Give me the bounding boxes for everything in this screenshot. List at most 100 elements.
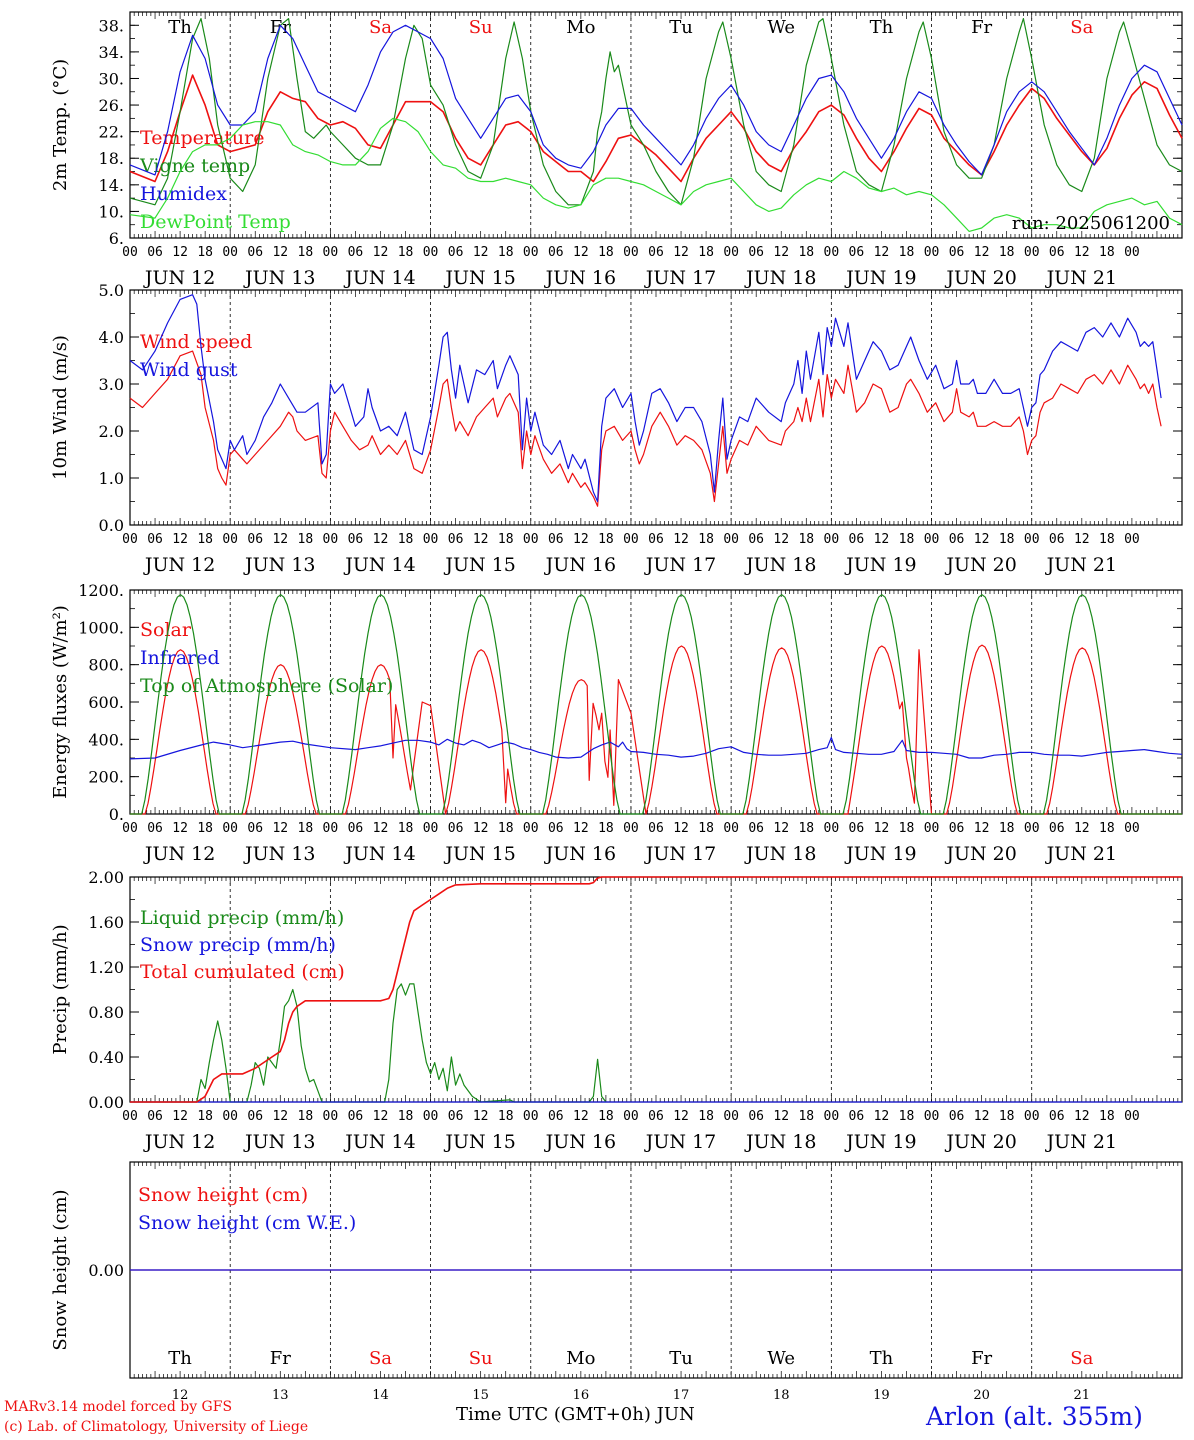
- hour-label: 18: [899, 245, 915, 260]
- hour-label: 00: [122, 245, 138, 260]
- hour-label: 00: [122, 532, 138, 547]
- hour-label: 06: [648, 1109, 664, 1124]
- hour-label: 12: [373, 532, 389, 547]
- hour-label: 12: [172, 821, 188, 836]
- hour-label: 00: [323, 1109, 339, 1124]
- panel-frame: [129, 11, 1183, 239]
- legend-entry: Top of Atmosphere (Solar): [140, 675, 393, 697]
- hour-label: 06: [748, 1109, 764, 1124]
- hour-label: 18: [698, 821, 714, 836]
- y-tick-label: 1.60: [88, 913, 124, 932]
- hour-label: 00: [423, 821, 439, 836]
- day-number-label: 12: [172, 1388, 189, 1403]
- hour-label: 00: [1124, 821, 1140, 836]
- legend-entry: Snow precip (mm/h): [140, 934, 336, 956]
- hour-label: 06: [849, 821, 865, 836]
- weekday-label: Mo: [566, 17, 595, 38]
- hour-label: 06: [448, 1109, 464, 1124]
- date-label: JUN 20: [944, 554, 1016, 576]
- date-label: JUN 12: [143, 267, 215, 289]
- hour-label: 00: [623, 1109, 639, 1124]
- date-label: JUN 15: [443, 554, 515, 576]
- hour-label: 00: [623, 532, 639, 547]
- hour-label: 06: [1049, 532, 1065, 547]
- date-label: JUN 16: [544, 1131, 616, 1153]
- hour-label: 18: [398, 821, 414, 836]
- y-tick-label: 6.: [109, 229, 124, 248]
- weekday-label: Su: [469, 17, 493, 38]
- hour-label: 00: [824, 245, 840, 260]
- date-label: JUN 15: [443, 267, 515, 289]
- hour-label: 06: [748, 821, 764, 836]
- weekday-label: Th: [870, 1348, 894, 1369]
- date-label: JUN 21: [1045, 554, 1117, 576]
- hour-label: 06: [849, 1109, 865, 1124]
- hour-label: 00: [1024, 532, 1040, 547]
- series-line: [130, 876, 1182, 1103]
- weekday-label: Sa: [369, 17, 392, 38]
- hour-label: 18: [698, 245, 714, 260]
- run-label: run: 2025061200: [1012, 213, 1170, 234]
- hour-label: 00: [723, 1109, 739, 1124]
- date-label: JUN 14: [343, 267, 415, 289]
- hour-label: 06: [648, 532, 664, 547]
- hour-label: 18: [999, 245, 1015, 260]
- series-line: [129, 736, 1183, 760]
- hour-label: 18: [398, 1109, 414, 1124]
- hour-label: 06: [648, 245, 664, 260]
- hour-label: 12: [1074, 532, 1090, 547]
- date-label: JUN 20: [944, 1131, 1016, 1153]
- y-tick-label: 30.: [99, 69, 124, 88]
- panel-3: 0. 200. 400. 600. 800. 1000. 1200. Energy fluxe…: [50, 581, 1183, 865]
- hour-label: 12: [974, 245, 990, 260]
- weekday-label: Sa: [369, 1348, 392, 1369]
- hour-label: 00: [122, 821, 138, 836]
- hour-label: 18: [1099, 245, 1115, 260]
- month-label: JUN: [656, 1404, 695, 1425]
- weekday-label: We: [767, 17, 795, 38]
- hour-label: 06: [247, 821, 263, 836]
- date-label: JUN 13: [243, 1131, 315, 1153]
- hour-label: 06: [648, 821, 664, 836]
- date-label: JUN 18: [744, 1131, 816, 1153]
- date-label: JUN 14: [343, 843, 415, 865]
- date-label: JUN 21: [1045, 267, 1117, 289]
- date-label: JUN 15: [443, 843, 515, 865]
- weekday-label: Fr: [270, 17, 291, 38]
- day-number-label: 13: [272, 1388, 289, 1403]
- hour-label: 12: [373, 1109, 389, 1124]
- panel-5: 0.00 Snow height (cm) Snow height (cm) Snow…: [50, 1161, 1183, 1403]
- date-label: JUN 12: [143, 1131, 215, 1153]
- legend-entry: Humidex: [140, 183, 227, 205]
- hour-label: 06: [247, 245, 263, 260]
- legend-entry: Snow height (cm W.E.): [138, 1212, 356, 1234]
- hour-label: 18: [197, 821, 213, 836]
- y-tick-label: 22.: [99, 123, 124, 142]
- hour-label: 00: [924, 821, 940, 836]
- weekday-label: Th: [870, 17, 894, 38]
- hour-label: 06: [1049, 1109, 1065, 1124]
- panel-4: 0.00 0.40 0.80 1.20 1.60 2.00 Precip (mm/h) 00 0…: [50, 868, 1183, 1153]
- hour-label: 06: [548, 821, 564, 836]
- legend-entry: Infrared: [140, 647, 220, 669]
- hour-label: 18: [899, 1109, 915, 1124]
- y-tick-label: 3.0: [99, 375, 124, 394]
- hour-label: 12: [172, 532, 188, 547]
- time-axis-label: Time UTC (GMT+0h): [456, 1404, 651, 1425]
- hour-label: 12: [974, 532, 990, 547]
- date-label: JUN 18: [744, 843, 816, 865]
- hour-label: 06: [849, 245, 865, 260]
- legend-entry: Temperature: [140, 127, 264, 149]
- date-label: JUN 19: [844, 1131, 916, 1153]
- hour-label: 06: [348, 245, 364, 260]
- model-credit: MARv3.14 model forced by GFS: [4, 1399, 233, 1415]
- hour-label: 00: [1124, 532, 1140, 547]
- hour-label: 06: [548, 532, 564, 547]
- hour-label: 12: [773, 821, 789, 836]
- hour-label: 12: [1074, 821, 1090, 836]
- hour-label: 18: [1099, 1109, 1115, 1124]
- hour-label: 18: [398, 532, 414, 547]
- hour-label: 12: [573, 821, 589, 836]
- hour-label: 12: [172, 245, 188, 260]
- legend-entry: Wind gust: [140, 359, 238, 381]
